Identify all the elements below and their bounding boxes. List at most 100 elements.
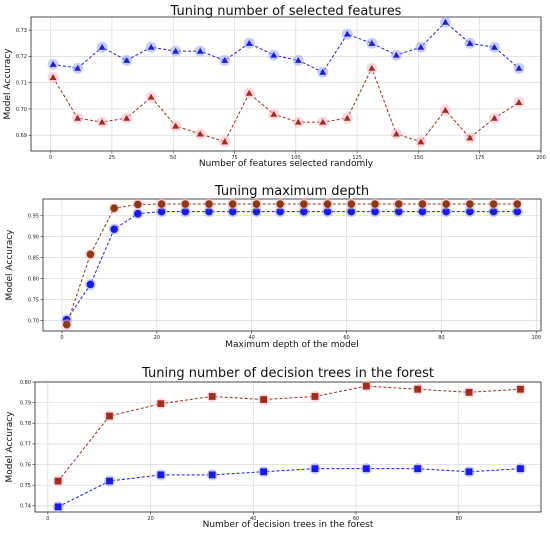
data-point	[362, 465, 370, 473]
y-tick-label: 0.70	[16, 107, 27, 113]
data-point	[362, 382, 370, 390]
y-tick-label: 0.95	[28, 214, 39, 220]
data-point	[181, 207, 190, 216]
series-0	[47, 16, 525, 78]
data-point	[98, 43, 106, 50]
data-point	[517, 465, 524, 473]
data-point	[252, 200, 261, 208]
data-point	[368, 39, 376, 46]
data-point	[252, 207, 261, 216]
data-point	[260, 468, 267, 476]
y-tick-label: 0.71	[16, 80, 27, 86]
y-tick-label: 0.70	[28, 318, 39, 324]
data-point	[157, 471, 165, 479]
data-point	[86, 250, 95, 259]
x-tick-label: 0	[46, 516, 49, 522]
data-point	[515, 98, 523, 105]
data-point	[157, 400, 165, 408]
y-tick-label: 0.78	[20, 421, 31, 427]
data-point	[172, 122, 180, 129]
x-tick-label: 20	[147, 516, 153, 522]
plot-frame	[30, 16, 542, 152]
y-axis-label: Model Accuracy	[3, 48, 13, 120]
y-tick-label: 0.75	[20, 483, 31, 489]
data-point	[489, 207, 498, 216]
data-point	[417, 138, 425, 145]
data-point	[181, 200, 190, 208]
data-point	[205, 200, 213, 208]
data-point	[466, 39, 474, 46]
series-1	[47, 62, 525, 148]
y-axis-label: Model Accuracy	[5, 229, 15, 301]
x-tick-label: 20	[154, 335, 160, 341]
x-tick-label: 25	[109, 155, 115, 161]
data-point	[123, 114, 131, 121]
x-axis-label: Maximum depth of the model	[225, 340, 358, 350]
data-point	[196, 47, 204, 54]
data-point	[394, 207, 403, 216]
data-point	[513, 200, 522, 208]
data-point	[54, 477, 62, 485]
data-point	[49, 60, 57, 67]
data-point	[228, 200, 237, 208]
data-point	[110, 204, 118, 213]
x-tick-label: 175	[475, 155, 485, 161]
x-axis-label: Number of features selected randomly	[199, 159, 374, 169]
series-line	[57, 468, 521, 508]
data-point	[157, 200, 166, 208]
data-point	[414, 385, 422, 393]
series-line	[52, 21, 520, 73]
x-axis-label: Number of decision trees in the forest	[203, 520, 374, 530]
chart-selected-features: Tuning number of selected features 0 25 50 7…	[3, 4, 546, 169]
data-point	[270, 51, 278, 58]
data-point	[441, 106, 449, 113]
x-tick-label: 200	[536, 155, 546, 161]
data-point	[196, 130, 204, 137]
data-point	[294, 56, 302, 63]
data-point	[208, 393, 216, 400]
series-line	[66, 211, 518, 320]
data-point	[343, 30, 351, 37]
data-point	[392, 51, 400, 58]
y-tick-label: 0.72	[16, 54, 27, 60]
data-point	[49, 74, 57, 80]
y-tick-label: 0.74	[20, 504, 31, 510]
data-point	[245, 89, 253, 96]
x-tick-label: 40	[248, 335, 254, 341]
x-tick-label: 40	[250, 516, 256, 522]
data-point	[157, 207, 166, 216]
data-point	[414, 465, 422, 473]
series-line	[52, 66, 520, 143]
y-tick-label: 0.69	[16, 133, 27, 139]
chart-title: Tuning number of selected features	[170, 4, 402, 19]
data-point	[466, 134, 474, 141]
data-point	[311, 465, 319, 473]
data-point	[221, 56, 229, 63]
grid-lines	[35, 381, 541, 512]
x-tick-label: 80	[456, 516, 462, 522]
data-point	[123, 56, 131, 63]
chart-title: Tuning number of decision trees in the f…	[141, 366, 434, 381]
data-point	[442, 207, 450, 216]
y-tick-label: 0.75	[28, 297, 39, 303]
data-point	[323, 207, 332, 216]
data-point	[74, 114, 81, 121]
data-point	[311, 393, 319, 400]
data-point	[513, 207, 522, 216]
data-point	[465, 388, 473, 396]
series-0	[61, 206, 523, 326]
data-point	[147, 93, 155, 100]
data-point	[515, 64, 523, 71]
x-tick-label: 125	[352, 155, 362, 161]
data-point	[245, 39, 253, 46]
data-point	[228, 207, 237, 216]
data-point	[86, 280, 95, 289]
y-tick-label: 0.79	[20, 400, 31, 406]
data-point	[418, 207, 427, 216]
y-tick-label: 0.80	[20, 380, 31, 386]
data-point	[392, 130, 400, 137]
data-point	[319, 68, 327, 75]
data-point	[98, 118, 106, 125]
data-point	[300, 207, 308, 216]
